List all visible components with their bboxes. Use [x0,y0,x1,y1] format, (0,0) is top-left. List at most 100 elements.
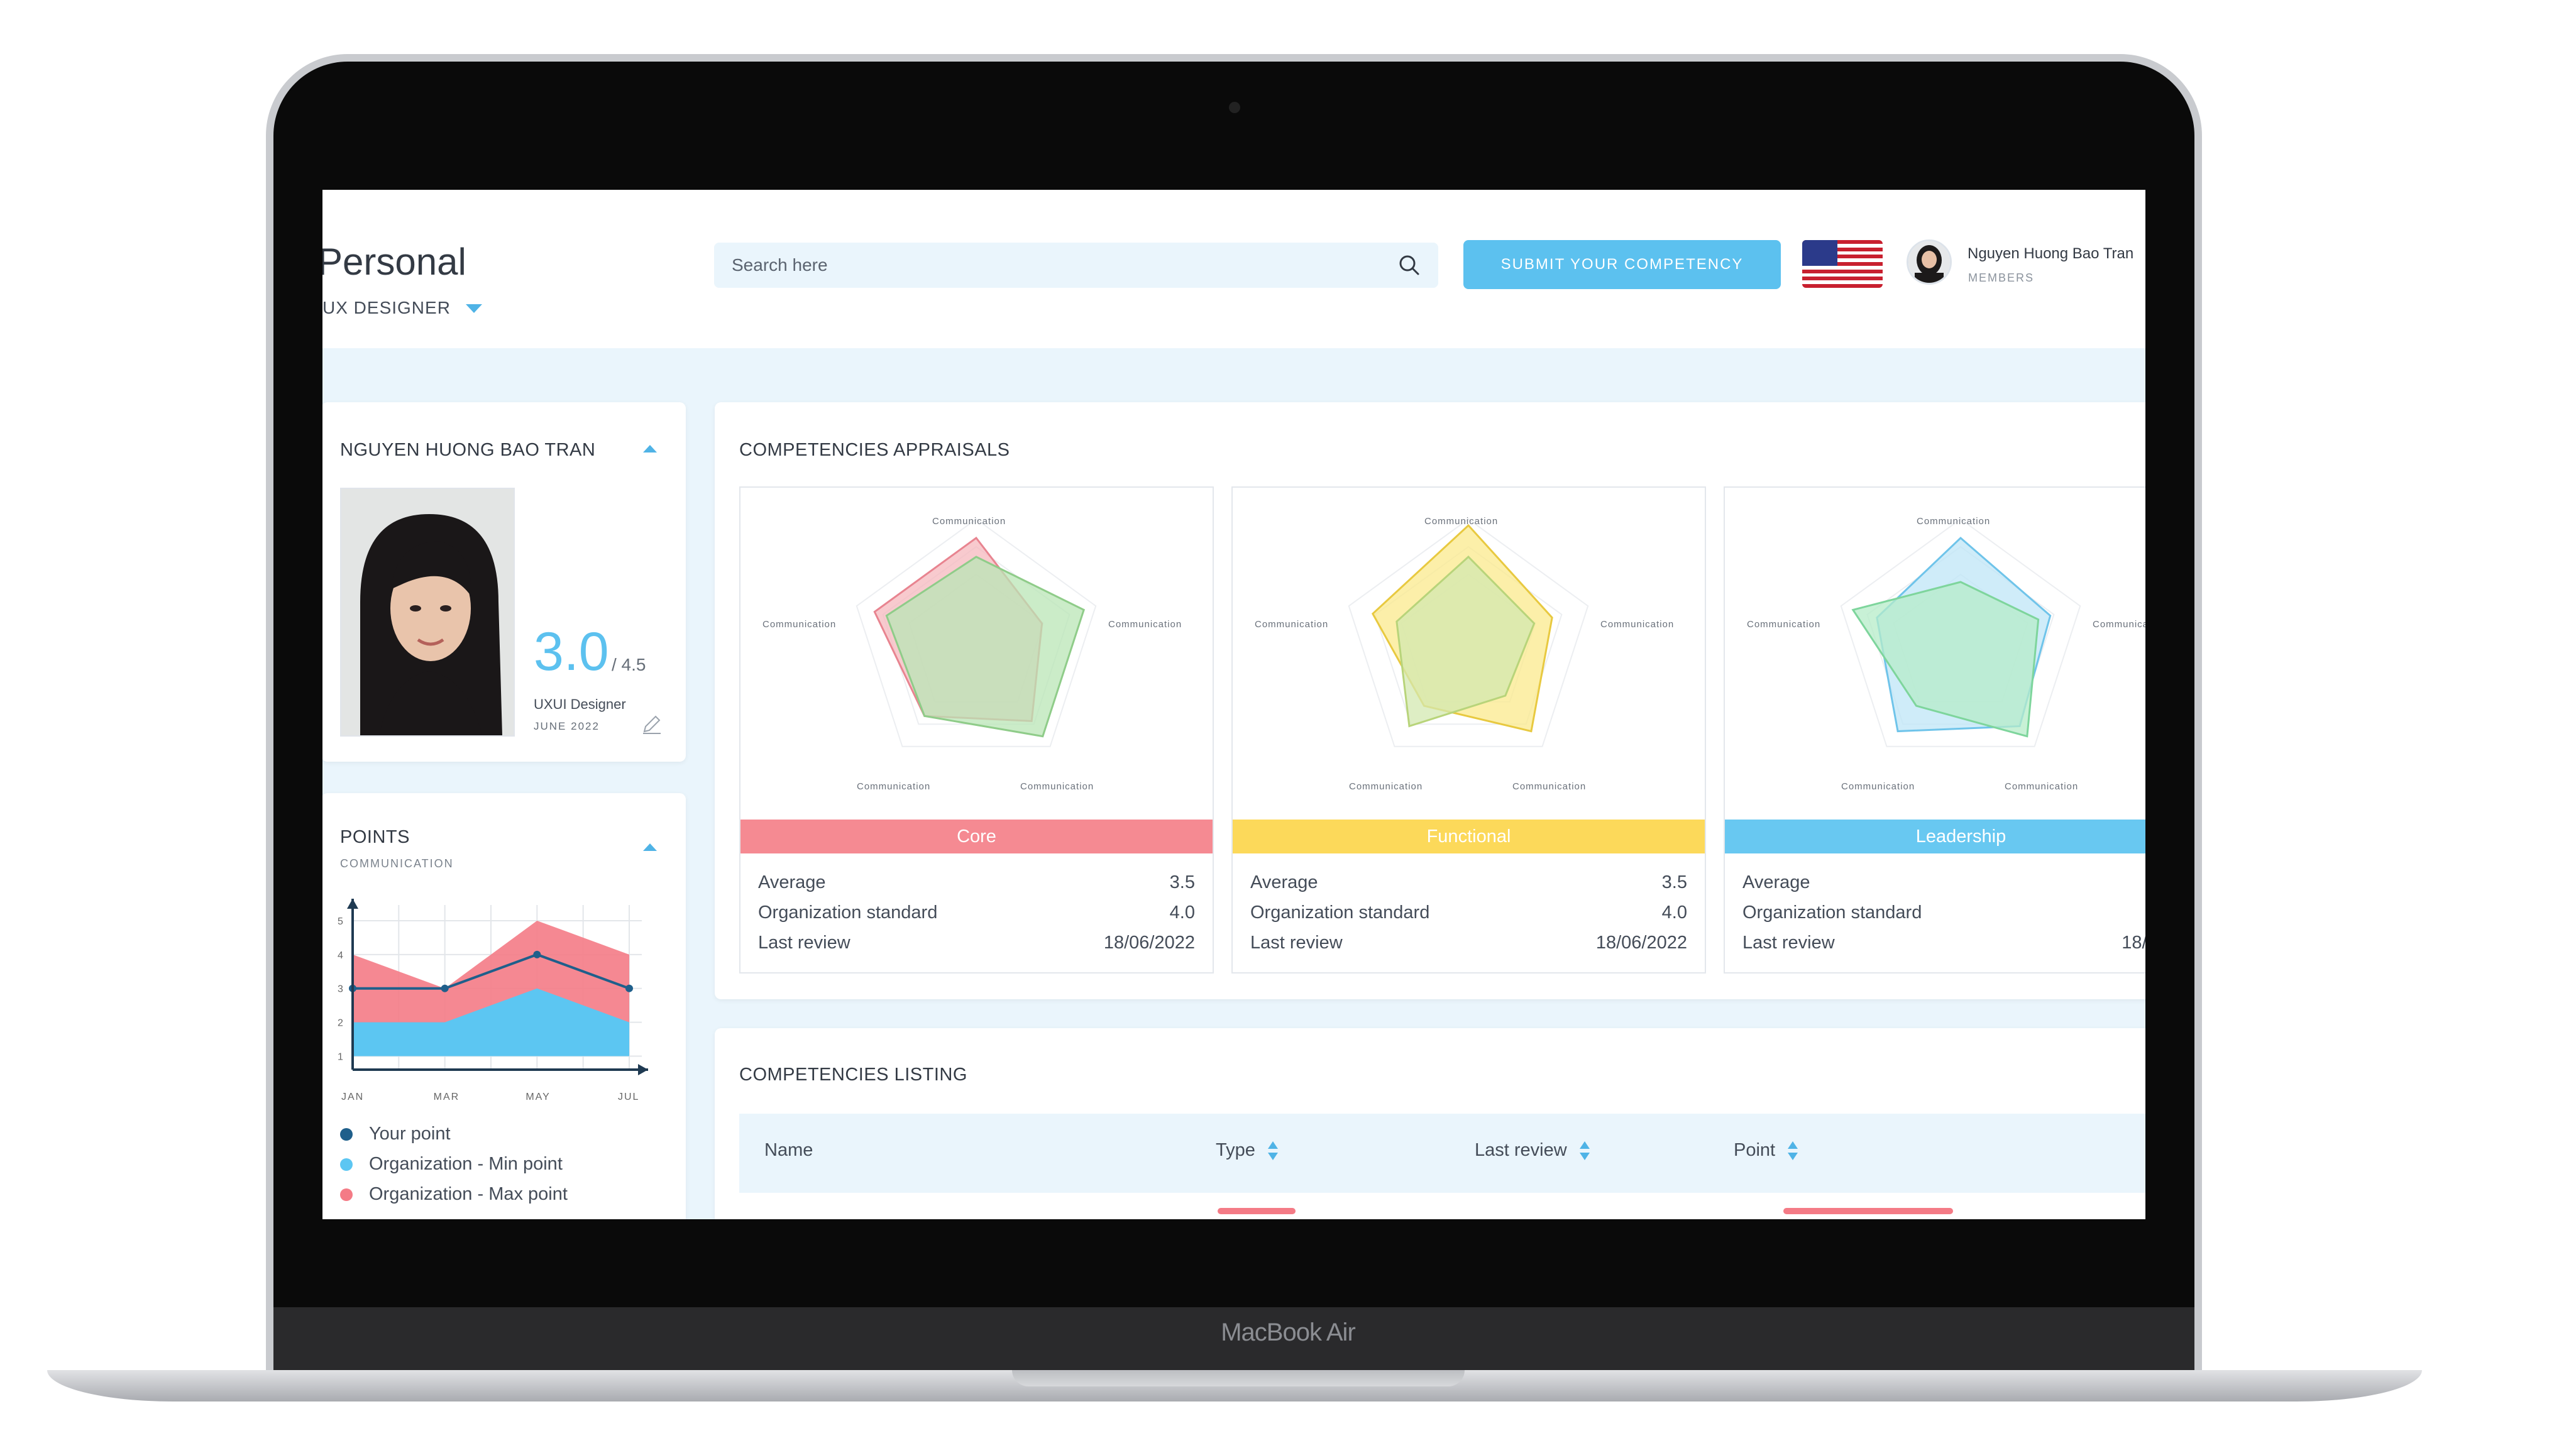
chevron-down-icon[interactable] [466,304,482,313]
radar-chart-core: Communication Communication Communication C… [762,516,1182,792]
radar-grid [1348,518,1589,747]
radar-axis-label: Communication [1512,781,1586,792]
points-subtitle: COMMUNICATION [340,857,454,870]
points-title: POINTS [340,827,410,847]
us-flag-icon[interactable] [1802,240,1883,288]
competency-card-functional[interactable]: Communication Communication Communication C… [1231,486,1706,974]
radar-axis-label: Communication [857,781,930,792]
radar-axis-label: Communication [1600,619,1674,630]
profile-score-max: / 4.5 [612,655,646,674]
radar-axis-label: Communication [1424,516,1498,527]
competency-card-core[interactable]: Communication Communication Communication C… [739,486,1214,974]
app-screen: Personal UX DESIGNER Search here SUBMIT … [322,190,2145,1219]
x-tick-label: MAY [526,1092,550,1102]
laptop-chin [273,1307,2194,1374]
profile-photo [340,488,515,737]
user-name[interactable]: Nguyen Huong Bao Tran [1968,245,2134,262]
stat-label: Organization standard [1250,902,1430,923]
stat-last-review: Last review 18/06/2022 [1250,933,1687,953]
radar-axis-label: Communication [1349,781,1423,792]
stat-last-review: Last review 18/06/2022 [758,933,1195,953]
stat-standard: Organization standard 4.0 [758,902,1195,923]
sort-icon[interactable] [1578,1140,1591,1161]
stat-label: Average [1742,872,1810,892]
stat-value: 18/06/2 [2122,933,2145,953]
stat-value: 18/06/2022 [1595,933,1687,953]
radar-series [885,556,1086,738]
stat-value: 4.0 [1661,902,1687,923]
stat-label: Last review [1250,933,1343,953]
radar-axis-label: Communication [1917,516,1990,527]
listing-title: COMPETENCIES LISTING [739,1065,967,1085]
legend-dot [340,1158,353,1171]
column-last-review[interactable]: Last review [1475,1140,1591,1161]
x-axis-arrow [638,1064,648,1075]
stat-average: Average 3.5 [758,872,1195,893]
competency-band-core: Core [740,820,1213,853]
stat-label: Average [758,872,826,892]
competency-band-functional: Functional [1233,820,1705,853]
legend-label: Your point [369,1124,451,1144]
stat-average: Average 3.5 [1250,872,1687,893]
points-chart: 1 2 3 4 5 JAN MAR MAY JUL [338,899,648,1102]
radar-series [1851,581,2040,738]
stat-label: Average [1250,872,1318,892]
legend-label: Organization - Max point [369,1184,568,1204]
search-placeholder: Search here [732,255,828,275]
column-last-review-label: Last review [1475,1140,1567,1160]
profile-score: 3.0 [534,622,609,682]
radar-axis-label: Communication [1841,781,1915,792]
radar-axis-label: Communication [2093,619,2145,630]
profile-date: JUNE 2022 [534,720,600,732]
radar-axis-label: Communication [1747,619,1820,630]
series-area-min [353,988,629,1056]
column-type[interactable]: Type [1216,1140,1279,1161]
column-name[interactable]: Name [764,1140,813,1160]
avatar[interactable] [1907,239,1952,285]
stat-label: Last review [1742,933,1835,953]
search-input[interactable]: Search here [714,243,1438,288]
pencil-icon[interactable] [641,714,662,735]
legend-label: Organization - Min point [369,1154,563,1174]
radar-chart-leadership: Communication Communication Communication C… [1747,516,2145,792]
legend-dot [340,1128,353,1141]
legend-min-point: Organization - Min point [340,1154,563,1175]
radar-series [1395,555,1536,728]
table-row-point-bar [1783,1208,1953,1214]
device-model-label: MacBook Air [1221,1319,1356,1346]
chevron-up-icon[interactable] [643,445,657,452]
data-point [625,984,633,992]
y-tick-label: 2 [338,1018,343,1029]
stat-label: Organization standard [758,902,938,923]
stat-label: Last review [758,933,850,953]
competency-band-leadership: Leadership [1725,820,2145,853]
sort-icon[interactable] [1786,1140,1799,1161]
appraisals-card: COMPETENCIES APPRAISALS Communication Com… [715,402,2145,999]
radar-axis-label: Communication [1108,619,1182,630]
content-area: NGUYEN HUONG BAO TRAN 3.0 / 4.5 UXUI Des… [322,348,2145,1219]
stat-value: 4.0 [1169,902,1195,923]
competency-card-leadership[interactable]: Communication Communication Communication C… [1724,486,2145,974]
column-point[interactable]: Point [1734,1140,1799,1161]
y-tick-label: 1 [338,1051,343,1062]
sort-icon[interactable] [1267,1140,1279,1161]
radar-axis-label: Communication [932,516,1006,527]
page-title: Personal [322,241,466,283]
stat-standard: Organization standard 4.0 [1250,902,1687,923]
stat-value: 18/06/2022 [1103,933,1195,953]
points-card: POINTS COMMUNICATION 1 2 3 4 5 JAN MAR MAY JUL Y… [322,793,686,1219]
radar-grid [856,518,1097,747]
stat-label: Organization standard [1742,902,1922,923]
profile-job-title: UXUI Designer [534,696,626,712]
legend-dot [340,1188,353,1202]
x-tick-label: JAN [341,1092,364,1102]
role-dropdown[interactable]: UX DESIGNER [322,298,451,317]
listing-card: COMPETENCIES LISTING Name Type Last revi… [715,1028,2145,1219]
profile-name: NGUYEN HUONG BAO TRAN [340,440,596,460]
legend-max-point: Organization - Max point [340,1184,568,1205]
appraisals-title: COMPETENCIES APPRAISALS [739,440,1010,460]
search-icon[interactable] [1397,253,1422,278]
submit-competency-button[interactable]: SUBMIT YOUR COMPETENCY [1463,240,1781,289]
radar-grid [1840,518,2081,747]
chevron-up-icon[interactable] [643,843,657,851]
